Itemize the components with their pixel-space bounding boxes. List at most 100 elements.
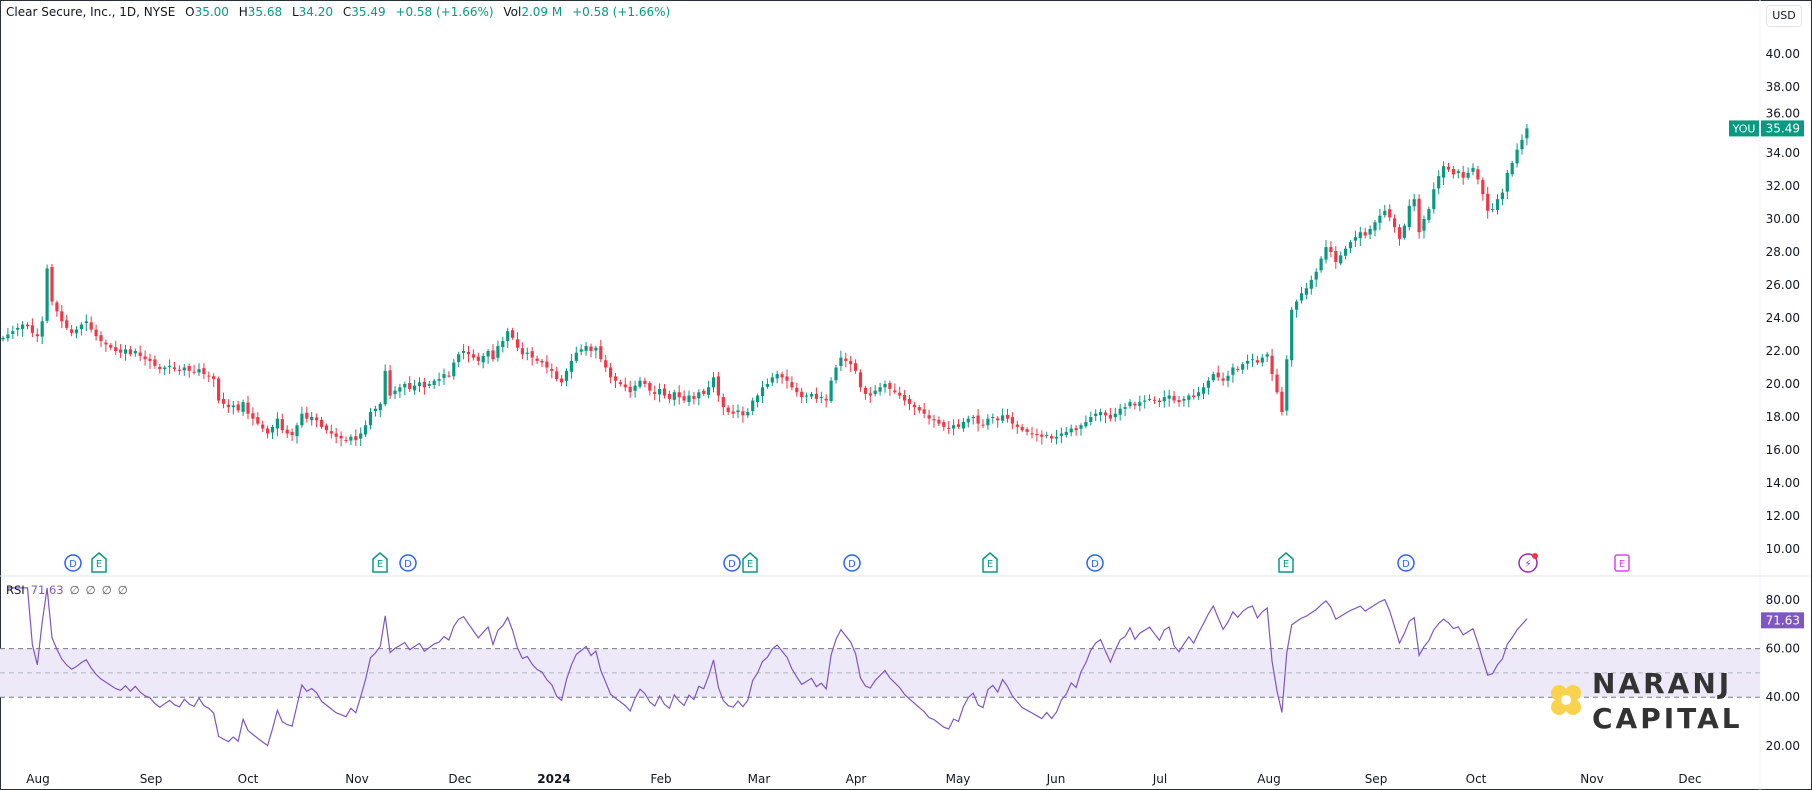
candle-body xyxy=(417,382,422,387)
candle-body xyxy=(1495,199,1500,211)
price-axis[interactable]: 40.00 38.00 36.00 34.00 32.00 30.00 28.00 26.00… xyxy=(1766,47,1800,556)
candle-body xyxy=(16,327,20,330)
earnings-upcoming-marker-icon[interactable]: E xyxy=(1614,554,1630,572)
time-axis-label: Aug xyxy=(1257,772,1280,786)
earnings-shape xyxy=(91,552,107,573)
candle-body xyxy=(702,390,706,394)
candle-body xyxy=(212,376,216,380)
candle-body xyxy=(638,380,642,387)
candle-body xyxy=(506,331,510,342)
candle-body xyxy=(765,384,769,387)
candle-body xyxy=(800,391,804,398)
symbol-legend: Clear Secure, Inc., 1D, NYSE O35.00 H35.… xyxy=(6,5,671,19)
candle-body xyxy=(30,325,34,333)
candle-body xyxy=(942,422,946,427)
candle-body xyxy=(643,380,647,384)
price-tick-label: 18.00 xyxy=(1766,410,1800,424)
low-value: 34.20 xyxy=(298,5,334,19)
price-tick-label: 10.00 xyxy=(1766,542,1800,556)
candle-body xyxy=(45,268,49,321)
candle-body xyxy=(1192,395,1196,398)
candle-body xyxy=(1348,242,1353,249)
candle-body xyxy=(305,412,309,419)
dividend-marker-icon[interactable]: D xyxy=(843,554,861,572)
candle-body xyxy=(138,352,142,356)
candle-body xyxy=(481,355,485,363)
candle-body xyxy=(11,331,15,335)
candle-body xyxy=(1103,412,1108,416)
dividend-marker-icon[interactable]: D xyxy=(1086,554,1104,572)
candle-body xyxy=(74,329,79,334)
candle-body xyxy=(1054,436,1059,439)
earnings-marker-icon[interactable]: E xyxy=(372,552,388,573)
time-axis-label: Dec xyxy=(1678,772,1701,786)
dividend-marker-icon[interactable]: D xyxy=(723,554,741,572)
price-tick-label: 34.00 xyxy=(1766,146,1800,160)
earnings-marker-icon[interactable]: E xyxy=(91,552,107,573)
candle-body xyxy=(383,370,387,405)
last-price-badge xyxy=(1761,120,1804,137)
candle-body xyxy=(1319,258,1323,271)
candle-body xyxy=(1094,413,1098,417)
candle-body xyxy=(805,395,809,397)
candle-body xyxy=(1015,424,1019,427)
candle-body xyxy=(89,322,93,330)
candle-body xyxy=(172,367,177,370)
candle-body xyxy=(1143,400,1147,402)
candle-body xyxy=(947,427,951,429)
candle-body xyxy=(1211,374,1215,381)
time-axis[interactable]: Aug Sep Oct Nov Dec 2024 Feb Mar Apr May Jun Jul Aug… xyxy=(26,772,1701,786)
time-axis-label: Feb xyxy=(650,772,671,786)
candle-body xyxy=(1299,293,1304,301)
candle-body xyxy=(1344,248,1348,256)
candle-body xyxy=(1079,425,1083,429)
dividend-marker-icon[interactable]: D xyxy=(399,554,417,572)
candle-body xyxy=(109,344,113,348)
rsi-value-badge xyxy=(1761,612,1804,629)
candle-body xyxy=(956,424,961,427)
time-axis-label: Nov xyxy=(345,772,368,786)
candle-body xyxy=(452,362,456,377)
currency-button[interactable]: USD xyxy=(1766,5,1802,27)
candle-body xyxy=(599,346,603,360)
candle-body xyxy=(1314,271,1318,280)
earnings-marker-icon[interactable]: E xyxy=(982,552,998,573)
candle-body xyxy=(462,351,466,353)
candle-body xyxy=(569,360,573,372)
candle-body xyxy=(324,425,328,431)
dividend-circle xyxy=(1397,554,1415,572)
candle-body xyxy=(697,392,701,399)
candle-body xyxy=(1250,359,1255,361)
candle-body xyxy=(785,376,789,381)
volume-value: 2.09 M xyxy=(521,5,563,19)
candle-body xyxy=(1020,426,1024,431)
candle-body xyxy=(961,421,965,429)
dividend-marker-icon[interactable]: D xyxy=(1397,554,1415,572)
symbol-title[interactable]: Clear Secure, Inc., 1D, NYSE xyxy=(6,5,176,19)
candle-body xyxy=(667,394,671,399)
rsi-axis[interactable]: 80.00 60.00 40.00 20.00 xyxy=(1766,593,1800,753)
candle-body xyxy=(50,267,54,302)
candle-body xyxy=(903,395,907,401)
candle-body xyxy=(1275,374,1279,393)
candle-body xyxy=(1,337,5,340)
candle-body xyxy=(809,393,814,397)
candle-body xyxy=(770,377,774,383)
open-value: 35.00 xyxy=(194,5,229,19)
candle-body xyxy=(65,320,69,328)
candle-body xyxy=(35,334,39,337)
candle-body xyxy=(550,368,554,371)
rsi-title[interactable]: RSI xyxy=(6,583,25,597)
event-letter: D xyxy=(1402,559,1410,570)
earnings-marker-icon[interactable]: E xyxy=(742,552,758,573)
news-dot xyxy=(1532,553,1538,559)
dividend-marker-icon[interactable]: D xyxy=(64,554,82,572)
candle-body xyxy=(1138,402,1142,406)
earnings-shape xyxy=(1278,552,1294,573)
earnings-marker-icon[interactable]: E xyxy=(1278,552,1294,573)
news-marker-icon[interactable]: ⚡ xyxy=(1518,553,1538,573)
candle-body xyxy=(275,418,279,429)
candle-body xyxy=(1035,433,1039,436)
rsi-badge-value: 71.63 xyxy=(1766,613,1800,627)
